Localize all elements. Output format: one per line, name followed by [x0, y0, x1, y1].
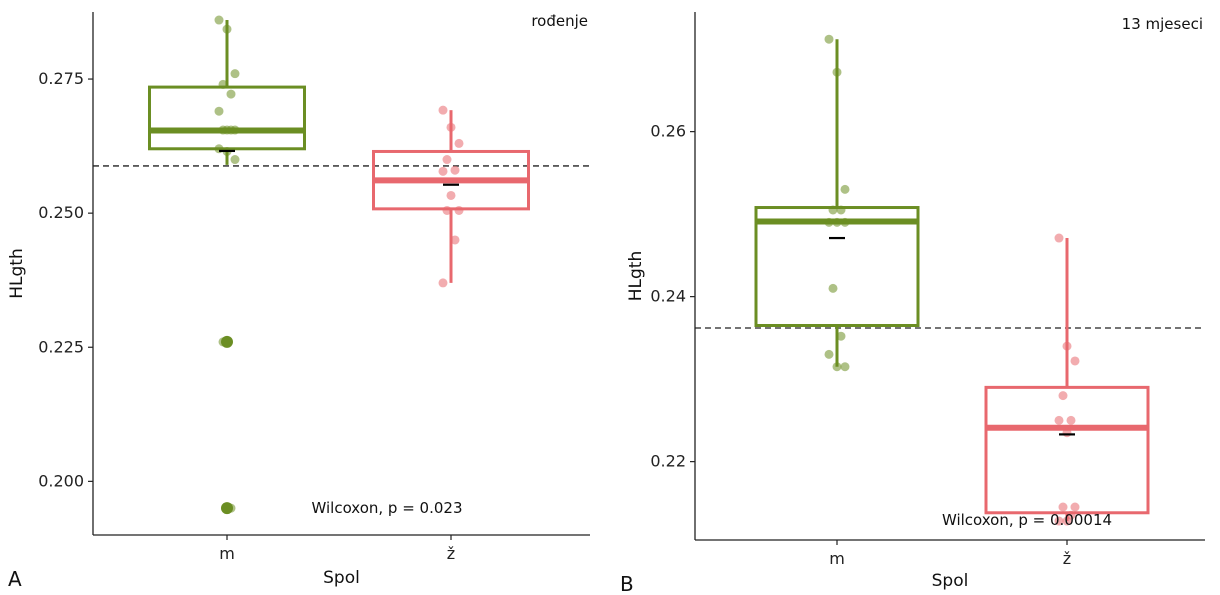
- data-point: [1054, 233, 1064, 243]
- data-point: [1054, 415, 1064, 425]
- panel-b: 0.22 0.24 0.26 m ž Spol HLgth B 13 mjeseci Wilcox…: [620, 12, 1205, 595]
- data-point: [442, 155, 452, 165]
- data-point: [1070, 502, 1080, 512]
- x-tick-label: ž: [1063, 549, 1071, 568]
- data-point: [840, 217, 850, 227]
- data-point: [1062, 516, 1072, 526]
- y-axis-title: HLgth: [626, 251, 646, 302]
- data-point: [840, 184, 850, 194]
- data-point: [1062, 341, 1072, 351]
- y-tick-label: 0.250: [38, 203, 84, 222]
- data-point: [218, 79, 228, 89]
- series-m: [754, 34, 920, 372]
- data-point: [226, 125, 236, 135]
- data-point: [446, 122, 456, 132]
- data-point: [226, 89, 236, 99]
- data-point: [230, 69, 240, 79]
- wilcoxon-annotation: Wilcoxon, p = 0.023: [311, 499, 462, 517]
- data-point: [824, 34, 834, 44]
- data-point: [438, 105, 448, 115]
- panel-title: rođenje: [531, 12, 588, 30]
- data-point: [450, 235, 460, 245]
- x-tick-label: m: [829, 549, 845, 568]
- data-point: [438, 278, 448, 288]
- data-point: [446, 190, 456, 200]
- data-point: [222, 24, 232, 34]
- y-tick-label: 0.24: [650, 287, 686, 306]
- data-point: [824, 217, 834, 227]
- box: [754, 206, 920, 327]
- y-tick-label: 0.225: [38, 337, 84, 356]
- data-point: [832, 362, 842, 372]
- data-point: [454, 205, 464, 215]
- outlier-point: [221, 335, 233, 348]
- data-point: [442, 205, 452, 215]
- data-point: [824, 349, 834, 359]
- panel-title: 13 mjeseci: [1122, 15, 1203, 33]
- data-point: [832, 217, 842, 227]
- series-ž: [372, 105, 530, 288]
- y-tick-label: 0.22: [650, 452, 686, 471]
- box: [984, 385, 1150, 515]
- wilcoxon-annotation: Wilcoxon, p = 0.00014: [942, 511, 1112, 529]
- data-point: [1058, 391, 1068, 401]
- outlier-point: [221, 502, 233, 515]
- x-axis-title: Spol: [323, 568, 360, 588]
- y-tick-label: 0.275: [38, 69, 84, 88]
- data-point: [218, 125, 228, 135]
- data-point: [840, 362, 850, 372]
- data-point: [828, 205, 838, 215]
- panel-letter: A: [8, 567, 22, 591]
- y-tick-label: 0.26: [650, 122, 686, 141]
- data-point: [836, 205, 846, 215]
- panel-letter: B: [620, 572, 634, 595]
- data-point: [450, 165, 460, 175]
- data-point: [1066, 415, 1076, 425]
- data-point: [230, 155, 240, 165]
- y-tick-label: 0.200: [38, 471, 84, 490]
- series-m: [148, 15, 306, 515]
- data-point: [836, 331, 846, 341]
- x-tick-label: ž: [447, 544, 455, 563]
- data-point: [214, 106, 224, 116]
- data-point: [1058, 502, 1068, 512]
- data-point: [1070, 356, 1080, 366]
- series-ž: [984, 233, 1150, 526]
- y-axis-title: HLgth: [7, 248, 27, 299]
- data-point: [1062, 428, 1072, 438]
- data-point: [214, 15, 224, 25]
- x-tick-label: m: [219, 544, 235, 563]
- data-point: [832, 67, 842, 77]
- data-point: [1054, 516, 1064, 526]
- box: [148, 85, 306, 151]
- data-point: [828, 283, 838, 293]
- data-point: [438, 166, 448, 176]
- x-axis-title: Spol: [932, 571, 969, 591]
- data-point: [454, 138, 464, 148]
